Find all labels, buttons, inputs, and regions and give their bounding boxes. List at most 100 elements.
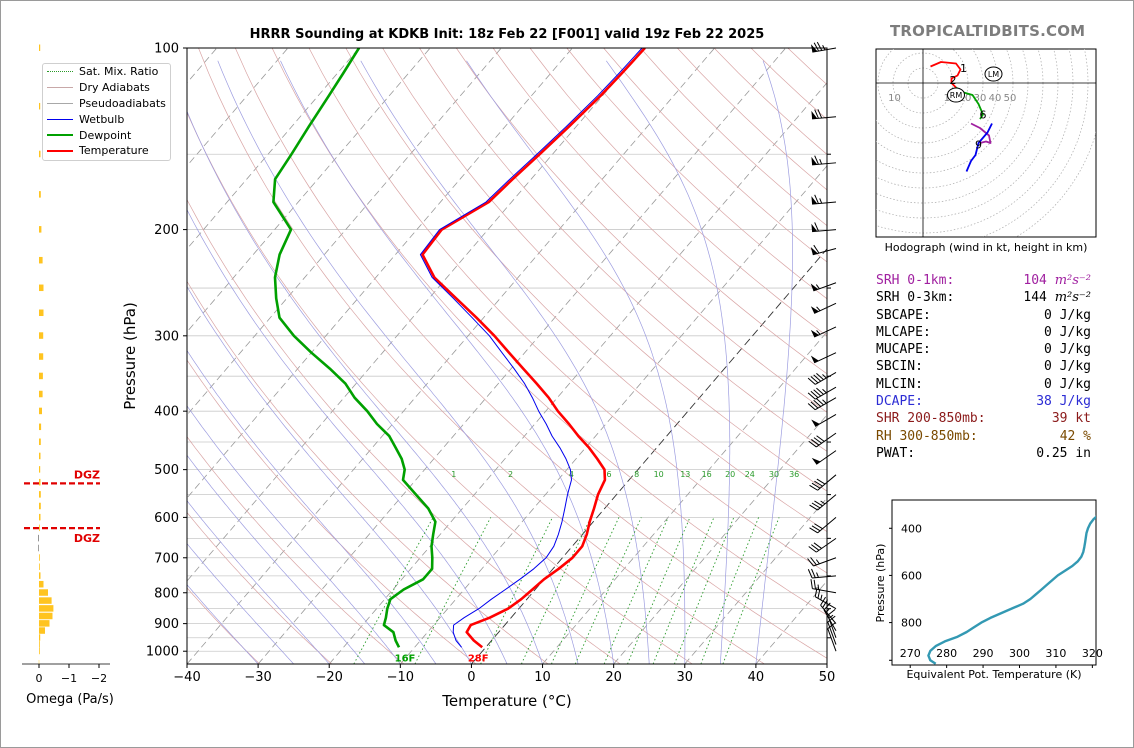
omega-bar xyxy=(39,150,41,158)
y-tick-label: 900 xyxy=(154,617,179,632)
barb-shaft xyxy=(817,474,837,491)
barb-feather xyxy=(813,389,822,397)
barb-feather xyxy=(807,403,816,411)
chart-legend: Sat. Mix. Ratio Dry Adiabats Pseudoadiab… xyxy=(42,63,171,161)
moist-adiabat xyxy=(187,209,508,664)
wind-barb xyxy=(807,371,837,385)
stat-label: SBCIN: xyxy=(876,359,923,375)
barb-feather xyxy=(813,542,822,549)
stat-value: 0 J/kg xyxy=(1044,342,1091,358)
barb-feather xyxy=(811,568,816,578)
barb-feather xyxy=(816,41,823,51)
mixing-ratio-line xyxy=(700,517,760,664)
barb-flag xyxy=(810,283,819,291)
skewt-traces xyxy=(272,48,646,649)
x-tick-label: −10 xyxy=(387,670,414,685)
barb-feather xyxy=(813,437,822,444)
mixing-ratio-line xyxy=(550,517,620,664)
hodograph-height-label: 2 xyxy=(950,74,957,87)
hodograph-ring-label: 20 xyxy=(959,93,972,104)
barb-half-feather xyxy=(815,559,820,565)
barb-feather xyxy=(820,596,826,606)
barb-shaft xyxy=(816,432,837,448)
barb-half-feather xyxy=(822,374,827,379)
barb-feather xyxy=(811,482,821,489)
theta-e-x-tick-label: 270 xyxy=(900,647,921,660)
x-axis-label: Temperature (°C) xyxy=(441,692,571,710)
legend-label: Wetbulb xyxy=(79,112,125,126)
mixing-ratio-line xyxy=(652,517,715,664)
theta-e-x-tick-label: 300 xyxy=(1009,647,1030,660)
wind-barb xyxy=(811,450,837,465)
omega-bar xyxy=(39,513,41,521)
wind-barb xyxy=(807,386,837,400)
stat-row: SRH 0-1km: 104 m²s⁻² xyxy=(876,272,1091,289)
omega-bar xyxy=(39,605,54,612)
barb-feather xyxy=(810,401,819,409)
hodograph-ring-label: 10 xyxy=(888,93,901,104)
wind-barb xyxy=(809,474,837,491)
barb-feather xyxy=(814,523,823,530)
legend-entry: Temperature xyxy=(43,143,170,159)
barb-shaft xyxy=(814,371,837,385)
legend-swatch xyxy=(47,118,73,120)
isotherm-line xyxy=(684,497,827,664)
x-tick-label: −20 xyxy=(316,670,343,685)
x-tick-label: 40 xyxy=(748,670,765,685)
omega-bar xyxy=(39,284,44,292)
legend-entry: Sat. Mix. Ratio xyxy=(43,64,170,80)
hodograph-height-label: 9 xyxy=(975,139,982,152)
left-mover-marker xyxy=(984,66,1003,82)
dry-adiabat xyxy=(419,48,827,452)
omega-panel: 0 −1 −2 Omega (Pa/s) DGZ DGZ xyxy=(22,44,114,707)
y-tick-label: 400 xyxy=(154,405,179,420)
wind-barb xyxy=(810,282,837,292)
surface-temperature-label: 28F xyxy=(468,653,489,664)
dry-adiabat xyxy=(529,48,827,337)
barb-feather xyxy=(811,502,821,509)
mixing-ratio-label: 30 xyxy=(769,470,779,479)
isotherm-line xyxy=(187,48,360,250)
barb-feather xyxy=(810,390,819,398)
stat-row: SBCAPE: 0 J/kg xyxy=(876,307,1091,324)
omega-bar xyxy=(39,502,41,510)
barb-half-feather xyxy=(822,399,827,404)
barb-shaft xyxy=(812,47,837,53)
theta-e-inner xyxy=(927,515,1096,665)
x-tick-label: 10 xyxy=(534,670,551,685)
barb-flag xyxy=(811,457,821,465)
stat-label: MUCAPE: xyxy=(876,342,931,358)
barb-shaft xyxy=(817,494,837,511)
isotherm-line xyxy=(187,48,502,416)
barb-shaft xyxy=(814,386,837,400)
legend-label: Dewpoint xyxy=(79,128,132,142)
stat-unit: m²s⁻² xyxy=(1054,273,1091,288)
wind-barb xyxy=(811,155,837,166)
hodograph-ring-label: 40 xyxy=(989,93,1002,104)
isotherm-line xyxy=(187,48,289,167)
mixing-ratio-label: 24 xyxy=(745,470,755,479)
barb-feather xyxy=(811,525,821,532)
barb-half-feather xyxy=(825,608,830,614)
omega-bar xyxy=(38,544,39,552)
barb-half-feather xyxy=(822,388,827,394)
barb-feather xyxy=(816,435,825,442)
wind-barb xyxy=(810,579,837,594)
stat-label: SRH 0-1km: xyxy=(876,273,955,288)
mixing-ratio-label: 36 xyxy=(789,470,799,479)
barb-half-feather xyxy=(822,45,826,51)
hodograph-ring-label: 30 xyxy=(974,93,987,104)
theta-e-y-tick-label: 600 xyxy=(901,569,922,582)
hodograph-height-label: 6 xyxy=(980,109,987,122)
wind-barb xyxy=(811,109,837,120)
x-tick-label: 20 xyxy=(605,670,622,685)
x-tick-label: 0 xyxy=(467,670,475,685)
barb-half-feather xyxy=(817,584,820,590)
y-tick-label: 300 xyxy=(154,329,179,344)
stat-row: SBCIN: 0 J/kg xyxy=(876,358,1091,375)
moist-adiabat xyxy=(187,285,472,664)
legend-label: Pseudoadiabats xyxy=(79,96,166,110)
moist-adiabat xyxy=(187,543,294,664)
barb-feather xyxy=(813,374,822,382)
